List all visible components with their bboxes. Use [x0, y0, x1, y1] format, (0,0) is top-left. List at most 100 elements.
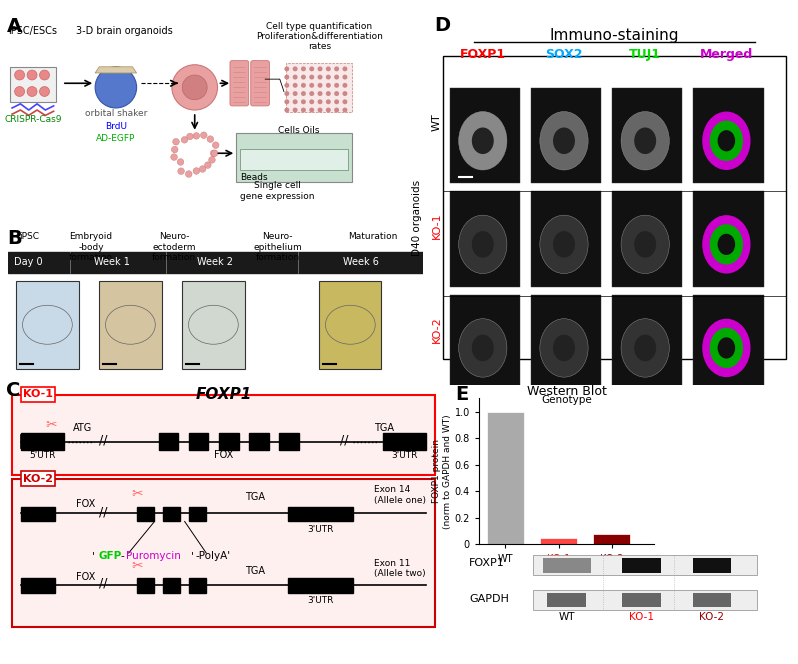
Circle shape	[318, 74, 322, 80]
Circle shape	[634, 231, 656, 258]
Text: Exon 11
(Allele two): Exon 11 (Allele two)	[374, 558, 426, 578]
Text: CRISPR-Cas9: CRISPR-Cas9	[4, 116, 61, 124]
Text: Week 2: Week 2	[197, 257, 234, 267]
FancyBboxPatch shape	[622, 558, 661, 573]
Text: KO-1: KO-1	[23, 389, 53, 400]
Circle shape	[301, 91, 306, 96]
Text: TGA: TGA	[374, 423, 394, 433]
Circle shape	[709, 328, 743, 368]
Circle shape	[717, 130, 735, 151]
FancyBboxPatch shape	[236, 133, 353, 182]
FancyBboxPatch shape	[543, 558, 591, 573]
Text: Maturation: Maturation	[349, 232, 398, 241]
Circle shape	[709, 121, 743, 161]
Circle shape	[200, 166, 206, 172]
FancyBboxPatch shape	[622, 593, 661, 608]
Circle shape	[40, 86, 49, 96]
Text: TGA: TGA	[245, 493, 265, 503]
FancyBboxPatch shape	[531, 191, 602, 287]
Text: A: A	[7, 17, 22, 37]
Text: ': '	[192, 551, 194, 561]
Text: orbital shaker: orbital shaker	[85, 109, 147, 118]
FancyBboxPatch shape	[189, 433, 208, 450]
Circle shape	[342, 91, 347, 96]
Text: 3-D brain organoids: 3-D brain organoids	[76, 26, 172, 36]
Text: 5'UTR: 5'UTR	[30, 452, 56, 460]
Circle shape	[326, 305, 375, 344]
Text: B: B	[7, 229, 22, 248]
Circle shape	[193, 133, 200, 139]
Circle shape	[200, 132, 207, 139]
FancyBboxPatch shape	[219, 433, 239, 450]
Y-axis label: FOXP1 protein
(norm to GAPDH and WT): FOXP1 protein (norm to GAPDH and WT)	[433, 414, 452, 529]
FancyBboxPatch shape	[182, 281, 244, 369]
FancyBboxPatch shape	[251, 60, 270, 106]
Text: 3'UTR: 3'UTR	[307, 596, 334, 606]
Text: ✂: ✂	[45, 418, 57, 432]
Circle shape	[342, 83, 347, 88]
FancyBboxPatch shape	[533, 590, 757, 610]
Circle shape	[553, 127, 575, 154]
Circle shape	[342, 100, 347, 104]
FancyBboxPatch shape	[693, 191, 764, 287]
Text: FOXP1: FOXP1	[460, 48, 506, 61]
Circle shape	[310, 74, 314, 80]
Circle shape	[702, 215, 750, 274]
Circle shape	[310, 66, 314, 71]
Circle shape	[22, 305, 73, 344]
Circle shape	[539, 112, 588, 170]
Text: KO-2: KO-2	[699, 612, 725, 622]
Text: WT: WT	[559, 612, 575, 622]
FancyBboxPatch shape	[12, 479, 435, 627]
Circle shape	[342, 74, 347, 80]
Text: KO-2: KO-2	[432, 316, 442, 343]
Circle shape	[172, 146, 178, 153]
FancyBboxPatch shape	[8, 252, 423, 273]
Circle shape	[459, 319, 507, 377]
FancyBboxPatch shape	[547, 593, 586, 608]
Circle shape	[301, 100, 306, 104]
Circle shape	[702, 319, 750, 377]
Circle shape	[178, 168, 184, 175]
FancyBboxPatch shape	[240, 149, 348, 170]
Circle shape	[621, 112, 670, 170]
Text: SOX2: SOX2	[545, 48, 583, 61]
Circle shape	[177, 159, 184, 165]
Circle shape	[318, 100, 322, 104]
Circle shape	[208, 157, 215, 163]
Circle shape	[310, 100, 314, 104]
Circle shape	[342, 66, 347, 71]
Circle shape	[334, 100, 339, 104]
Polygon shape	[10, 67, 56, 102]
Text: TUJ1: TUJ1	[629, 48, 662, 61]
Circle shape	[284, 74, 290, 80]
Circle shape	[310, 83, 314, 88]
FancyBboxPatch shape	[159, 433, 178, 450]
FancyBboxPatch shape	[533, 555, 757, 575]
Circle shape	[27, 86, 37, 96]
FancyBboxPatch shape	[531, 295, 602, 390]
Text: Single cell
gene expression: Single cell gene expression	[240, 181, 315, 201]
Text: //: //	[98, 434, 107, 447]
Circle shape	[284, 83, 290, 88]
Circle shape	[40, 70, 49, 80]
Circle shape	[318, 66, 322, 71]
Circle shape	[334, 74, 339, 80]
Circle shape	[342, 108, 347, 112]
Circle shape	[310, 108, 314, 112]
Circle shape	[553, 335, 575, 361]
Circle shape	[185, 171, 192, 177]
Circle shape	[621, 319, 670, 377]
FancyBboxPatch shape	[137, 507, 155, 521]
Circle shape	[318, 91, 322, 96]
Circle shape	[326, 83, 331, 88]
Circle shape	[172, 139, 180, 145]
Circle shape	[182, 75, 207, 100]
Circle shape	[187, 133, 193, 140]
FancyBboxPatch shape	[163, 578, 180, 593]
FancyBboxPatch shape	[249, 433, 269, 450]
Circle shape	[27, 70, 37, 80]
Circle shape	[301, 66, 306, 71]
Text: Cells Oils: Cells Oils	[278, 125, 319, 135]
Text: ✂: ✂	[132, 559, 143, 573]
